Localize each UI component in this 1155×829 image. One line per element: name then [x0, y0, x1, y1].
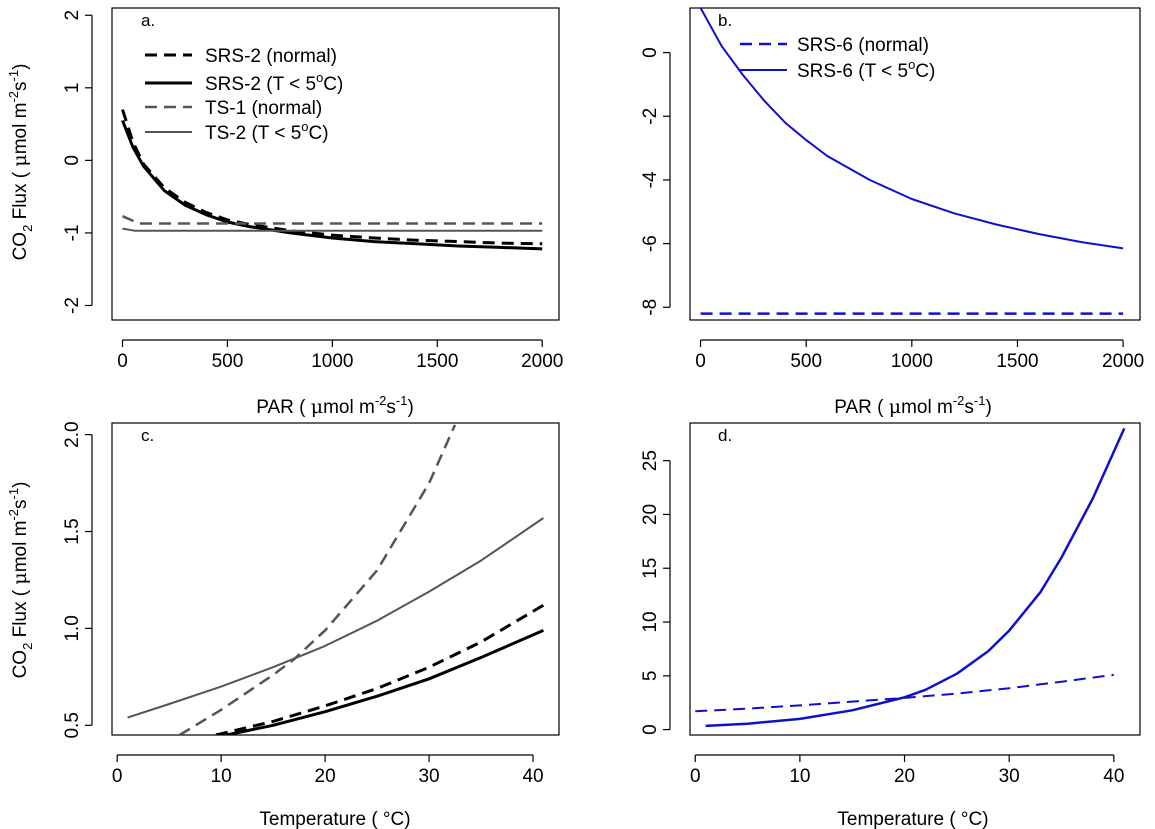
series-line-a-0: [121, 109, 543, 246]
x-tick-label-a-1: 500: [212, 351, 244, 372]
y-tick-label-a-4: 2: [62, 10, 83, 21]
y-tick-label-d-0: 0: [640, 724, 661, 735]
x-tick-label-b-1: 500: [790, 351, 822, 372]
panel-label-d: d.: [718, 426, 732, 445]
series-line-d-1: [705, 427, 1126, 728]
y-tick-label-d-1: 5: [640, 671, 661, 682]
y-tick-label-b-1: -6: [640, 235, 661, 252]
plot-frame-c: [111, 422, 560, 736]
panel-label-a: a.: [141, 11, 155, 30]
y-tick-label-c-2: 1.5: [62, 518, 83, 544]
x-tick-label-c-2: 20: [315, 766, 336, 787]
y-tick-label-b-3: -2: [640, 108, 661, 125]
series-group-c: [127, 424, 545, 735]
x-tick-label-c-1: 10: [211, 766, 232, 787]
panel-a: 0 500 1000 1500 2000 -2 -1 0 1 2 a. SRS-2 (norma…: [6, 7, 563, 418]
x-tick-label-b-0: 0: [695, 351, 706, 372]
panel-label-c: c.: [141, 426, 154, 445]
x-tick-label-c-3: 30: [418, 766, 439, 787]
x-ticks-b: 0 500 1000 1500 2000: [695, 339, 1144, 372]
y-tick-label-d-4: 20: [640, 504, 661, 525]
legend-label-b-1: SRS-6 (T < 5oC): [797, 57, 935, 82]
y-ticks-d: 0 5 10 15 20 25: [640, 450, 671, 735]
x-tick-label-b-2: 1000: [891, 351, 933, 372]
panel-b: 0 500 1000 1500 2000 -8 -6 -4 -2 0 b. SRS-6 (nor…: [640, 7, 1144, 418]
legend-label-a-1: SRS-2 (T < 5oC): [205, 70, 343, 95]
legend-label-a-3: TS-2 (T < 5oC): [205, 119, 329, 144]
y-ticks-b: -8 -6 -4 -2 0: [640, 47, 671, 316]
legend-label-b-0: SRS-6 (normal): [797, 35, 929, 56]
x-tick-label-a-4: 2000: [521, 351, 563, 372]
panel-c: 0 10 20 30 40 0.5 1.0 1.5 2.0 c. Temperature ( …: [6, 421, 560, 829]
x-axis-title-a: PAR ( μmol m-2s-1): [256, 393, 414, 418]
x-tick-label-a-2: 1000: [311, 351, 353, 372]
y-tick-label-b-4: 0: [640, 47, 661, 58]
y-tick-label-d-2: 10: [640, 611, 661, 632]
x-tick-label-a-0: 0: [117, 351, 128, 372]
legend-a: SRS-2 (normal) SRS-2 (T < 5oC) TS-1 (nor…: [145, 46, 343, 144]
y-tick-label-b-2: -4: [640, 171, 661, 188]
y-ticks-a: -2 -1 0 1 2: [62, 10, 93, 314]
y-tick-label-b-0: -8: [640, 299, 661, 316]
y-tick-label-c-0: 0.5: [62, 712, 83, 738]
y-tick-label-d-5: 25: [640, 450, 661, 471]
plot-frame-b: [689, 7, 1141, 321]
x-tick-label-d-2: 20: [894, 766, 915, 787]
y-tick-label-a-1: -1: [62, 224, 83, 241]
x-ticks-d: 0 10 20 30 40: [690, 754, 1124, 787]
x-axis-title-b: PAR ( μmol m-2s-1): [834, 393, 992, 418]
x-tick-label-b-4: 2000: [1102, 351, 1144, 372]
y-ticks-c: 0.5 1.0 1.5 2.0: [62, 421, 93, 739]
x-tick-label-d-4: 40: [1103, 766, 1124, 787]
series-line-b-1: [699, 8, 1124, 250]
series-line-c-1: [225, 629, 544, 735]
plot-frame-d: [689, 422, 1141, 736]
x-tick-label-c-4: 40: [522, 766, 543, 787]
x-tick-label-d-0: 0: [690, 766, 701, 787]
panel-d: 0 10 20 30 40 0 5 10 15 20 25 d. Temperature ( °C…: [640, 422, 1141, 829]
series-line-a-2: [122, 215, 543, 225]
x-ticks-c: 0 10 20 30 40: [112, 754, 544, 787]
plot-frame-a: [111, 7, 560, 321]
series-line-c-3: [127, 517, 544, 719]
series-line-c-0: [215, 603, 545, 735]
series-group-a: [121, 109, 543, 251]
series-group-b: [699, 8, 1124, 315]
legend-label-a-0: SRS-2 (normal): [205, 46, 337, 67]
x-tick-label-b-3: 1500: [996, 351, 1038, 372]
x-tick-label-c-0: 0: [112, 766, 123, 787]
legend-b: SRS-6 (normal) SRS-6 (T < 5oC): [740, 35, 935, 82]
y-tick-label-a-2: 0: [62, 155, 83, 166]
x-tick-label-d-3: 30: [999, 766, 1020, 787]
y-axis-title-a: CO2 Flux ( μmol m-2s-1): [6, 64, 35, 261]
y-tick-label-d-3: 15: [640, 558, 661, 579]
x-tick-label-a-3: 1500: [416, 351, 458, 372]
x-ticks-a: 0 500 1000 1500 2000: [117, 339, 563, 372]
series-line-d-0: [695, 673, 1114, 713]
panel-label-b: b.: [718, 11, 732, 30]
series-group-d: [695, 427, 1126, 728]
y-axis-title-c: CO2 Flux ( μmol m-2s-1): [6, 482, 35, 679]
y-tick-label-a-3: 1: [62, 83, 83, 94]
x-axis-title-c: Temperature ( °C): [259, 809, 410, 829]
y-tick-label-c-1: 1.0: [62, 615, 83, 641]
y-tick-label-c-3: 2.0: [62, 421, 83, 447]
legend-label-a-2: TS-1 (normal): [205, 98, 322, 119]
series-line-a-3: [122, 227, 543, 232]
x-axis-title-d: Temperature ( °C): [837, 809, 988, 829]
x-tick-label-d-1: 10: [789, 766, 810, 787]
series-line-c-2: [178, 424, 457, 735]
series-line-a-1: [121, 119, 543, 251]
y-tick-label-a-0: -2: [62, 297, 83, 314]
